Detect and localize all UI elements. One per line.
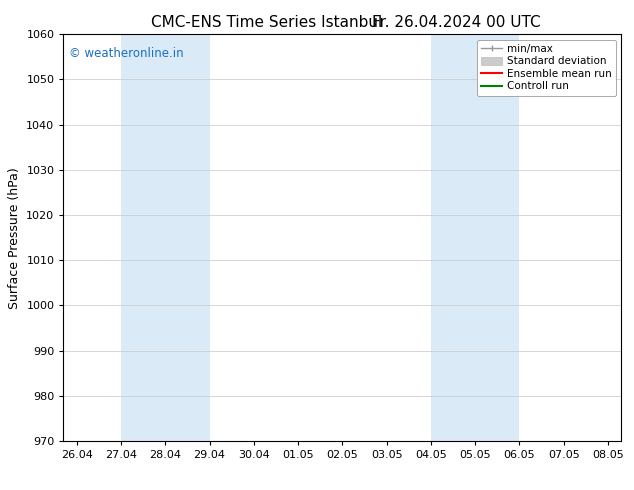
Text: © weatheronline.in: © weatheronline.in: [69, 47, 184, 59]
Legend: min/max, Standard deviation, Ensemble mean run, Controll run: min/max, Standard deviation, Ensemble me…: [477, 40, 616, 96]
Text: Fr. 26.04.2024 00 UTC: Fr. 26.04.2024 00 UTC: [372, 15, 541, 30]
Text: CMC-ENS Time Series Istanbul: CMC-ENS Time Series Istanbul: [151, 15, 382, 30]
Y-axis label: Surface Pressure (hPa): Surface Pressure (hPa): [8, 167, 21, 309]
Bar: [121, 34, 209, 441]
Bar: [431, 34, 519, 441]
